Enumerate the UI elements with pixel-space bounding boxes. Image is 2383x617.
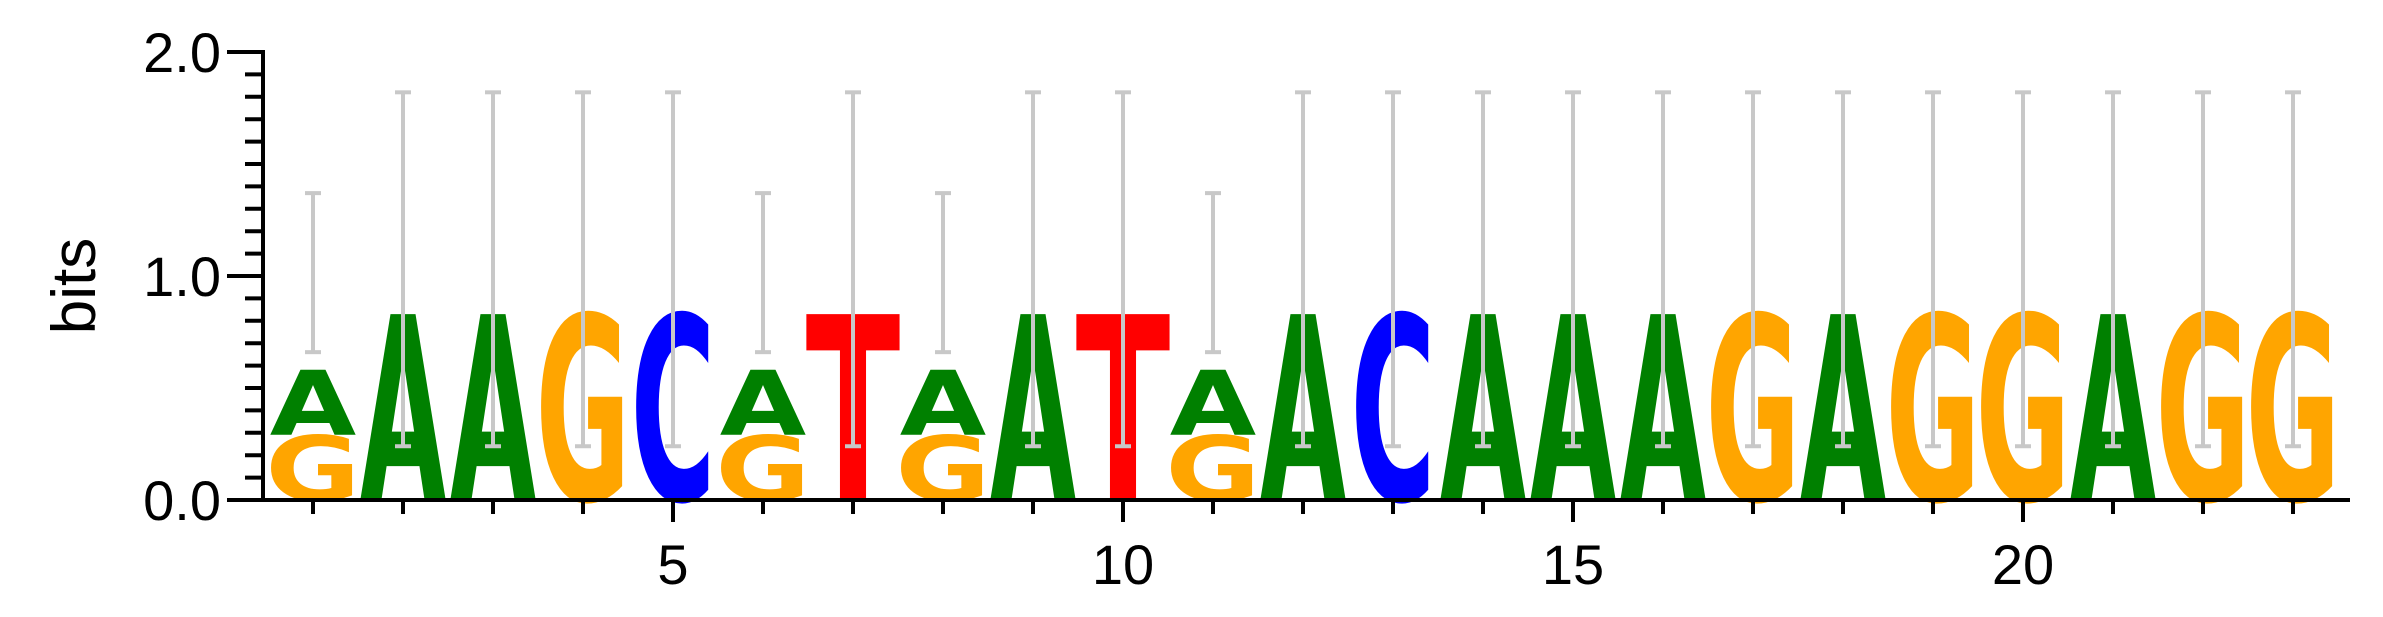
x-tick-label: 5	[657, 533, 688, 596]
x-tick-label: 20	[1992, 533, 2054, 596]
axes: 0.0 1.0 2.0 5 10 15 20	[143, 21, 2350, 596]
logo-letter-a: A	[720, 352, 806, 456]
y-tick-label: 1.0	[143, 245, 221, 308]
logo-letter-a: A	[270, 352, 356, 456]
x-ticks: 5 10 15 20	[311, 500, 2295, 596]
x-tick-label: 15	[1542, 533, 1604, 596]
logo-letters: GA A A G C GA TGA A TGA A C A A A G A GG A GG	[265, 90, 2341, 561]
y-tick-label: 0.0	[143, 469, 221, 532]
logo-letter-a: A	[900, 352, 986, 456]
y-tick-label: 2.0	[143, 21, 221, 84]
y-ticks: 0.0 1.0 2.0	[143, 21, 263, 532]
x-tick-label: 10	[1092, 533, 1154, 596]
logo-letter-a: A	[1170, 352, 1256, 456]
y-axis-title: bits	[40, 238, 109, 334]
